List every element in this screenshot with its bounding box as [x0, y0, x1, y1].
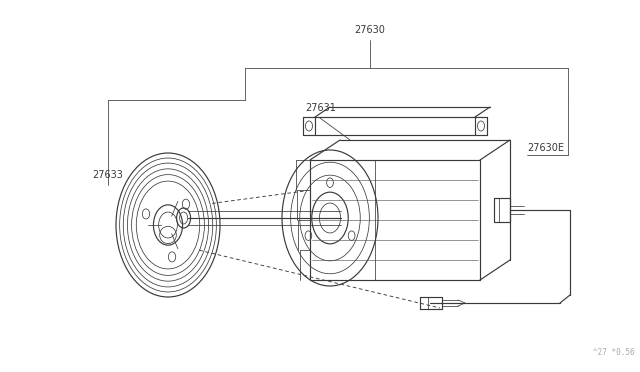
Text: 27633: 27633 [93, 170, 124, 180]
Text: 27631: 27631 [305, 103, 336, 113]
Text: 27630: 27630 [355, 25, 385, 35]
Text: ^27 *0.56: ^27 *0.56 [593, 348, 635, 357]
Text: 27630E: 27630E [527, 143, 564, 153]
